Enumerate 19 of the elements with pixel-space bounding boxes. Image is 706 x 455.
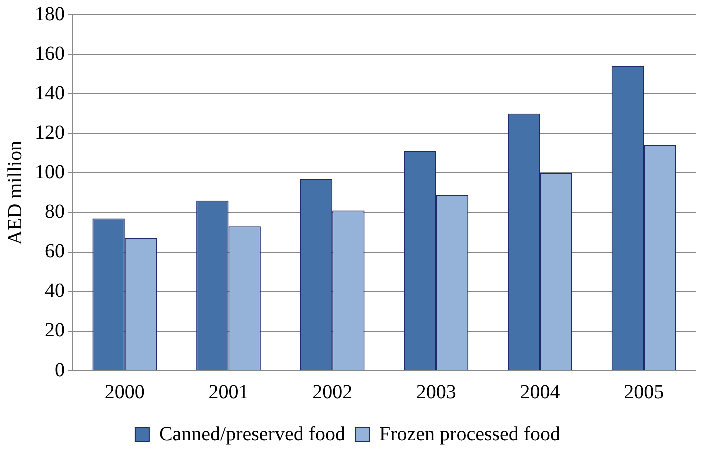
y-tick-label: 100 (35, 161, 65, 184)
y-tick-label: 60 (45, 240, 65, 263)
x-tick-label: 2004 (520, 381, 560, 404)
y-tick-label: 140 (35, 82, 65, 104)
y-tick-label: 20 (45, 320, 65, 342)
y-tick-label: 40 (45, 280, 65, 302)
y-tick-label: 80 (45, 201, 65, 224)
x-tick-label: 2003 (416, 381, 456, 404)
y-axis-title: AED million (4, 141, 26, 245)
legend-label: Canned/preserved food (159, 423, 346, 446)
y-tick-label: 160 (35, 42, 65, 65)
y-tick-label: 180 (35, 3, 65, 26)
x-tick-label: 2000 (104, 381, 145, 404)
x-tick-label: 2001 (208, 381, 249, 404)
x-tick-label: 2002 (312, 381, 353, 404)
y-tick-label: 120 (35, 122, 65, 144)
y-tick-label: 0 (55, 359, 65, 382)
legend-label: Frozen processed food (379, 423, 561, 446)
x-tick-label: 2005 (624, 381, 664, 404)
